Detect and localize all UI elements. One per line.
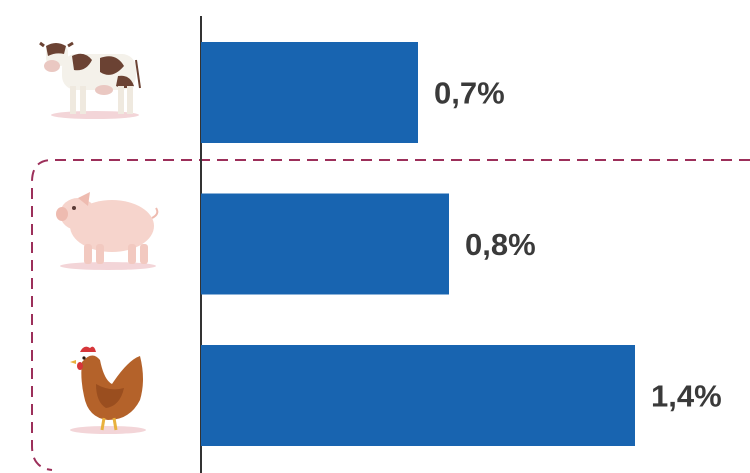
value-label-pig: 0,8%	[465, 227, 536, 262]
bar-cow	[201, 42, 418, 143]
bar-chicken	[201, 345, 635, 446]
highlight-frame	[31, 159, 750, 471]
pig-icon	[56, 192, 159, 270]
value-label-chicken: 1,4%	[651, 379, 722, 414]
chicken-icon	[70, 346, 146, 434]
cow-icon	[39, 41, 141, 119]
bar-pig	[201, 193, 449, 295]
value-label-cow: 0,7%	[434, 76, 505, 111]
